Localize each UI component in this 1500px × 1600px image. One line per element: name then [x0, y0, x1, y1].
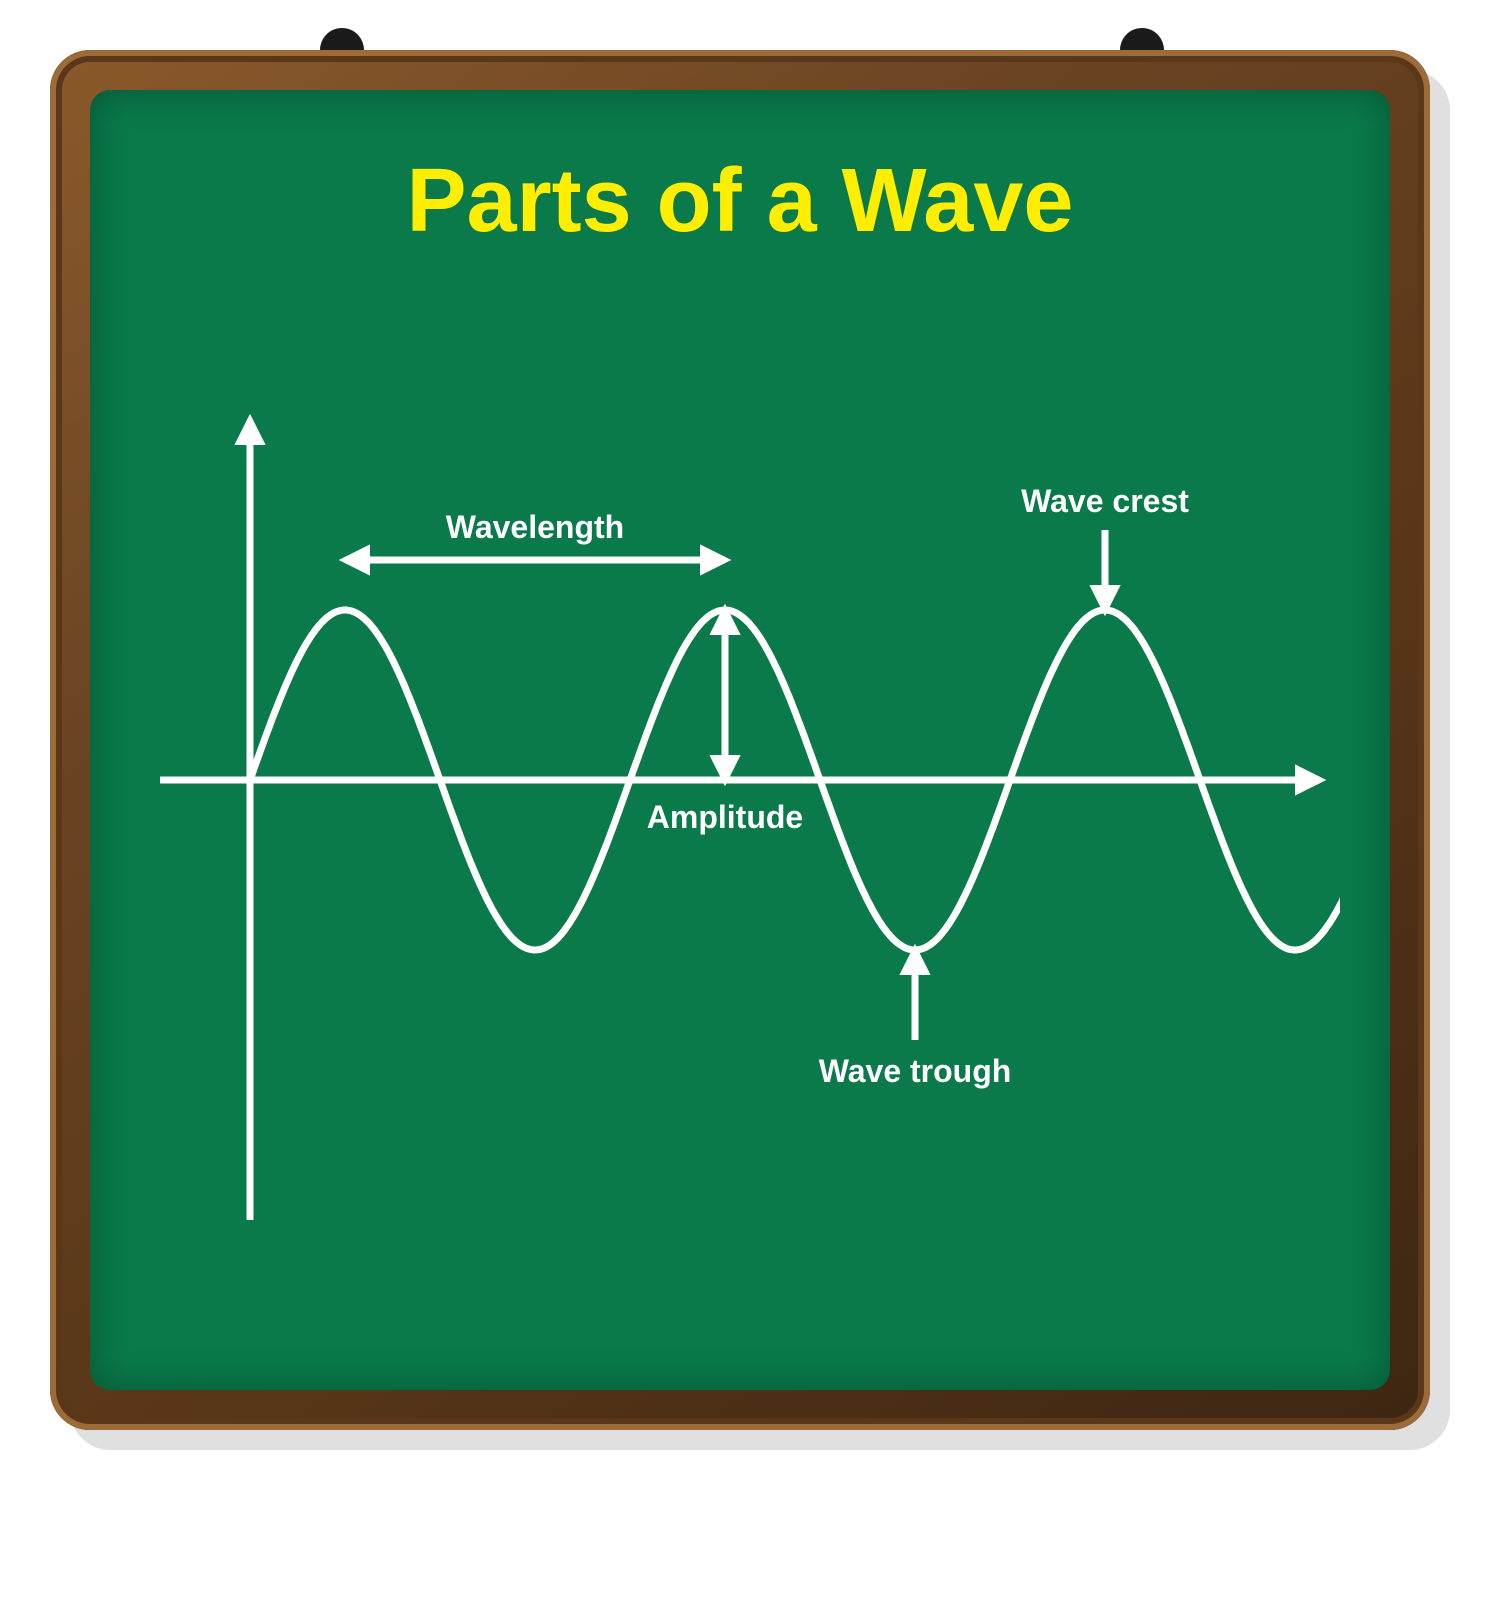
trough-label: Wave trough — [819, 1053, 1012, 1089]
amplitude-label: Amplitude — [647, 799, 803, 835]
wavelength-label: Wavelength — [446, 509, 624, 545]
diagram-title: Parts of a Wave — [90, 150, 1390, 253]
crest-label: Wave crest — [1021, 483, 1189, 519]
wave-diagram: Wavelength Amplitude Wave crest Wave trough — [140, 400, 1340, 1300]
